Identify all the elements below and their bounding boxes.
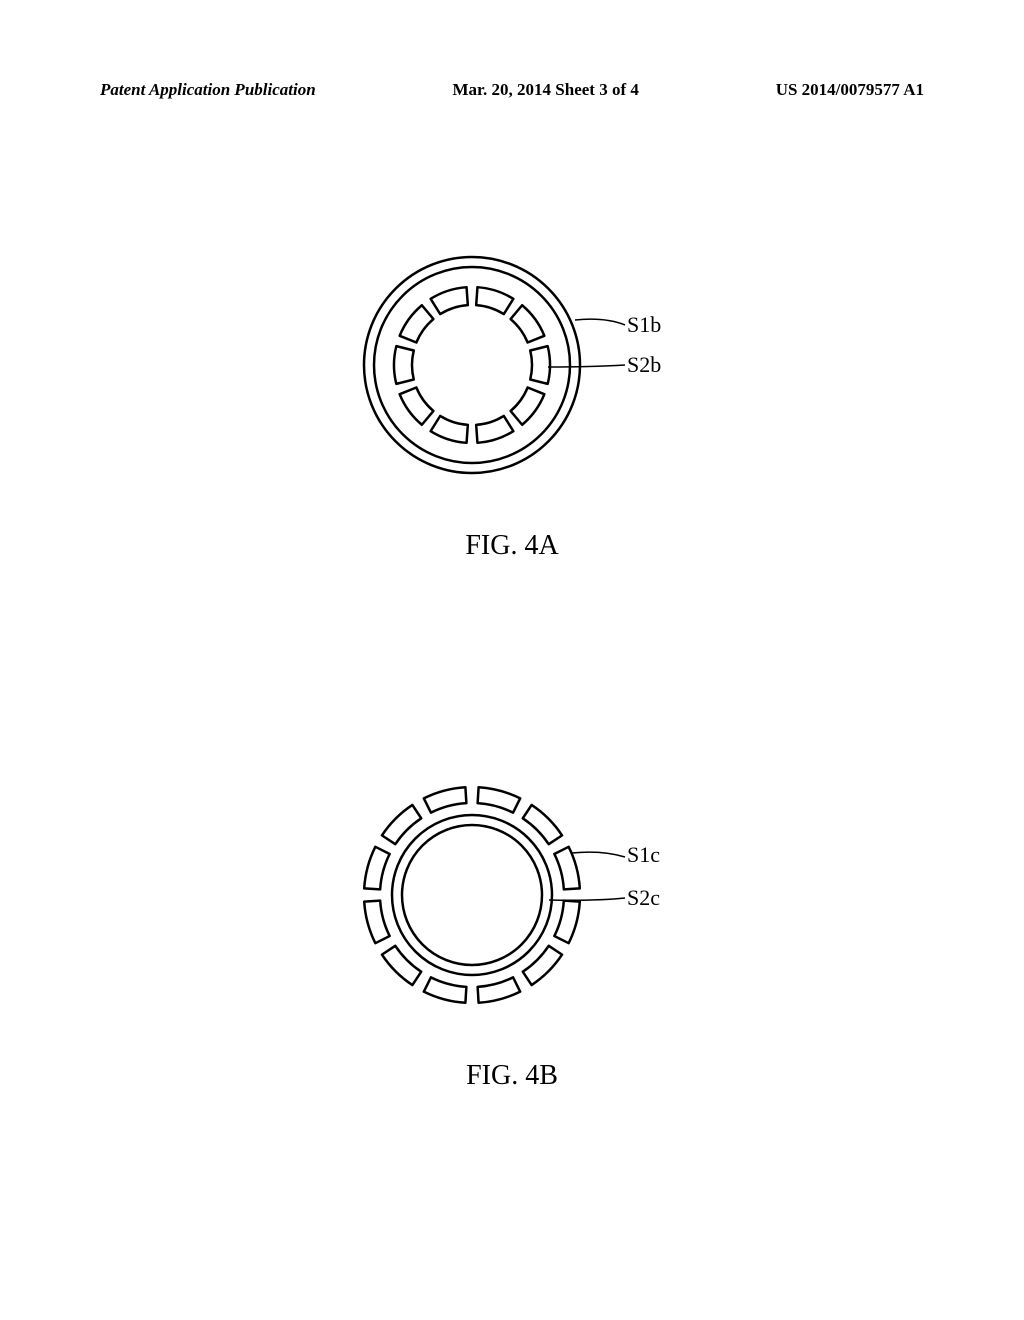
label-s2c: S2c	[627, 885, 660, 911]
caption-4a: FIG. 4A	[312, 530, 712, 562]
header-patent-number: US 2014/0079577 A1	[776, 80, 924, 100]
label-s1c: S1c	[627, 842, 660, 868]
caption-4b: FIG. 4B	[312, 1060, 712, 1092]
label-s1b: S1b	[627, 312, 661, 338]
label-s2b: S2b	[627, 352, 661, 378]
header-publication: Patent Application Publication	[100, 80, 316, 100]
figure-4a: S1b S2b FIG. 4A	[312, 240, 712, 562]
header-date-sheet: Mar. 20, 2014 Sheet 3 of 4	[453, 80, 639, 100]
figure-4b: S1c S2c FIG. 4B	[312, 770, 712, 1092]
